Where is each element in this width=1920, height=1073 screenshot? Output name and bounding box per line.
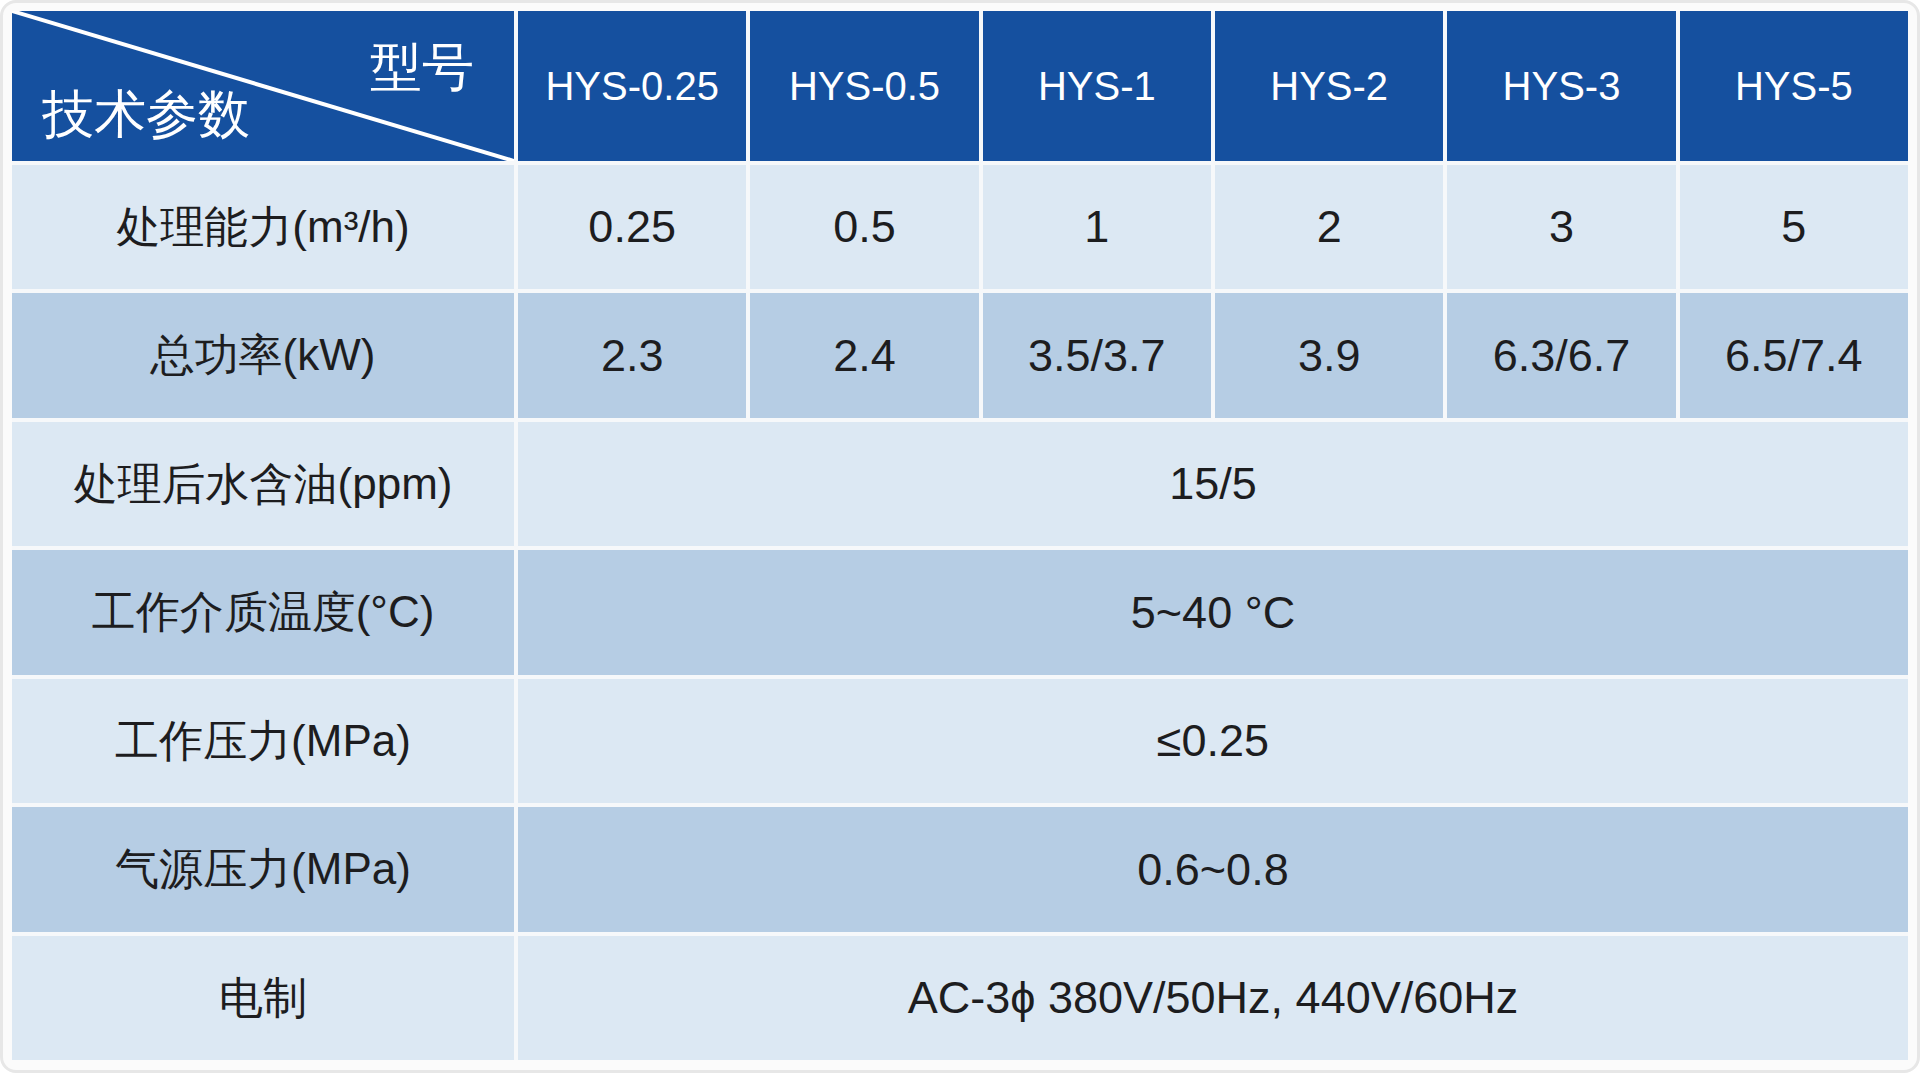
cell-capacity-hys-2: 2 [1215,165,1443,289]
row-label-working-pressure: 工作压力(MPa) [12,679,514,803]
row-label-oil-content: 处理后水含油(ppm) [12,422,514,546]
cell-power-hys-2: 3.9 [1215,293,1443,417]
row-label-electrical-system: 电制 [12,936,514,1060]
cell-air-pressure-merged: 0.6~0.8 [518,807,1908,931]
column-header-hys-05: HYS-0.5 [750,11,978,161]
spec-table: 型号 技术参数 HYS-0.25 HYS-0.5 HYS-1 HYS-2 HYS… [12,11,1908,1060]
cell-power-hys-025: 2.3 [518,293,746,417]
cell-power-hys-5: 6.5/7.4 [1680,293,1908,417]
row-label-total-power: 总功率(kW) [12,293,514,417]
cell-capacity-hys-025: 0.25 [518,165,746,289]
column-header-hys-5: HYS-5 [1680,11,1908,161]
cell-power-hys-3: 6.3/6.7 [1447,293,1675,417]
column-header-hys-025: HYS-0.25 [518,11,746,161]
cell-oil-content-merged: 15/5 [518,422,1908,546]
cell-capacity-hys-3: 3 [1447,165,1675,289]
cell-capacity-hys-05: 0.5 [750,165,978,289]
cell-capacity-hys-5: 5 [1680,165,1908,289]
column-header-hys-1: HYS-1 [983,11,1211,161]
corner-label-model: 型号 [370,39,474,96]
row-label-medium-temperature: 工作介质温度(°C) [12,550,514,674]
cell-electrical-system-merged: AC-3ϕ 380V/50Hz, 440V/60Hz [518,936,1908,1060]
cell-power-hys-05: 2.4 [750,293,978,417]
cell-power-hys-1: 3.5/3.7 [983,293,1211,417]
cell-capacity-hys-1: 1 [983,165,1211,289]
row-label-air-pressure: 气源压力(MPa) [12,807,514,931]
cell-medium-temperature-merged: 5~40 °C [518,550,1908,674]
cell-working-pressure-merged: ≤0.25 [518,679,1908,803]
row-label-capacity: 处理能力(m³/h) [12,165,514,289]
spec-table-frame: 型号 技术参数 HYS-0.25 HYS-0.5 HYS-1 HYS-2 HYS… [0,0,1920,1073]
corner-label-parameters: 技术参数 [42,86,250,143]
corner-header-cell: 型号 技术参数 [12,11,514,161]
column-header-hys-3: HYS-3 [1447,11,1675,161]
column-header-hys-2: HYS-2 [1215,11,1443,161]
